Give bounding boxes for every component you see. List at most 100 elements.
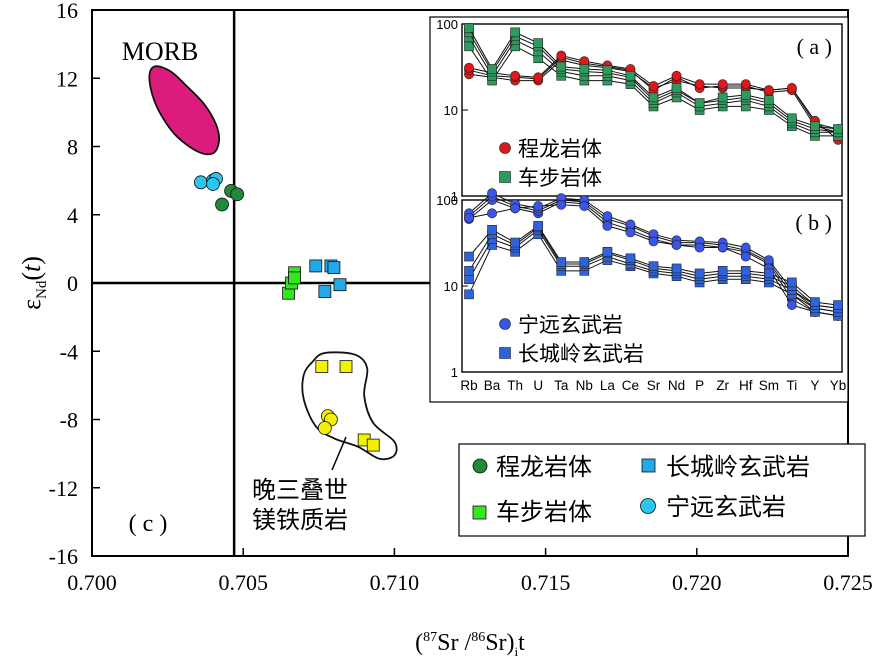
inset-data-point — [786, 83, 797, 93]
inset-data-point — [764, 95, 774, 106]
inset-data-point — [787, 113, 797, 124]
inset-data-point — [556, 199, 567, 210]
morb-label: MORB — [122, 37, 199, 66]
late-triassic-label-line2: 镁铁质岩 — [252, 506, 348, 534]
inset-x-tick-label: U — [533, 378, 543, 393]
y-tick-label: 8 — [67, 135, 78, 160]
legend-label-chebu: 车步岩体 — [496, 498, 592, 526]
inset-x-tick-label: Zr — [716, 378, 729, 393]
legend-marker-ningyuan — [640, 498, 656, 514]
inset-y-tick-label: 100 — [436, 193, 458, 208]
inset-panel-label: ( a ) — [797, 34, 832, 59]
inset-legend-marker — [499, 171, 511, 183]
inset-x-tick-label: La — [600, 378, 616, 393]
inset-data-point — [464, 274, 474, 284]
x-tick-label: 0.705 — [218, 570, 268, 595]
y-tick-label: -12 — [49, 476, 78, 501]
inset-x-tick-label: Ti — [787, 378, 798, 393]
inset-data-point — [694, 242, 705, 253]
inset-data-point — [763, 85, 774, 96]
inset-x-tick-label: Yb — [830, 378, 847, 393]
inset-data-point — [717, 242, 728, 253]
inset-data-point — [533, 221, 543, 231]
inset-data-point — [602, 246, 613, 257]
inset-x-tick-label: Ce — [622, 378, 639, 393]
data-point-square — [366, 438, 380, 452]
legend-marker-chebu — [472, 505, 487, 520]
inset-data-point — [671, 263, 682, 274]
data-point-circle — [317, 421, 332, 435]
y-tick-label: -8 — [60, 408, 78, 433]
x-tick-label: 0.700 — [67, 570, 117, 595]
late-triassic-field — [301, 351, 398, 461]
inset-data-point — [487, 64, 497, 74]
data-point-circle — [206, 177, 220, 191]
morb-field — [148, 65, 221, 156]
inset-data-point — [602, 211, 613, 221]
inset-y-tick-label: 10 — [444, 279, 458, 294]
inset-data-point — [464, 212, 474, 223]
inset-data-point — [579, 201, 590, 211]
inset-data-point — [533, 72, 544, 83]
inset-data-point — [625, 227, 636, 238]
inset-x-tick-label: Nb — [576, 378, 593, 393]
inset-data-point — [810, 121, 820, 131]
x-axis-label: (87Sr /86Sr)it — [415, 630, 525, 659]
inset-data-point — [556, 50, 567, 61]
inset-data-point — [648, 81, 659, 91]
inset-x-tick-label: Ta — [554, 378, 569, 393]
inset-plot-frame — [461, 199, 843, 373]
inset-data-point — [625, 253, 636, 264]
inset-data-point — [625, 70, 636, 81]
inset-data-point — [510, 203, 521, 214]
x-tick-label: 0.720 — [672, 570, 722, 595]
inset-data-point — [464, 62, 474, 73]
inset-x-tick-label: Sm — [759, 378, 779, 393]
legend-marker-chenglong — [472, 458, 488, 474]
inset-data-point — [579, 257, 590, 267]
inset-data-point — [763, 255, 774, 266]
inset-data-point — [510, 70, 521, 81]
data-point-circle — [215, 197, 229, 212]
inset-data-point — [579, 64, 590, 74]
inset-y-tick-label: 10 — [444, 103, 458, 118]
inset-data-point — [533, 38, 543, 48]
inset-data-point — [717, 92, 728, 103]
inset-data-point — [487, 225, 497, 235]
y-tick-label: 0 — [67, 271, 78, 296]
inset-data-point — [671, 70, 682, 81]
data-point-circle — [230, 187, 245, 202]
inset-x-tick-label: Y — [810, 378, 819, 393]
inset-data-point — [764, 268, 774, 279]
late-triassic-label-line1: 晚三叠世 — [252, 476, 348, 504]
data-point-square — [333, 278, 347, 292]
x-tick-label: 0.710 — [370, 570, 420, 595]
inset-data-point — [533, 201, 544, 211]
inset-data-point — [464, 251, 474, 262]
inset-x-tick-label: Rb — [460, 378, 477, 393]
y-tick-label: -16 — [49, 544, 78, 569]
inset-legend-marker — [499, 318, 511, 330]
inset-data-point — [833, 124, 843, 134]
data-point-square — [315, 360, 329, 374]
inset-y-tick-label: 100 — [436, 17, 458, 32]
inset-legend-marker — [499, 142, 511, 154]
legend-box — [458, 443, 866, 537]
inset-panel-label: ( b ) — [795, 210, 832, 235]
x-tick-label: 0.715 — [521, 570, 571, 595]
inset-data-point — [648, 261, 659, 271]
inset-x-tick-label: P — [695, 378, 704, 393]
inset-data-point — [810, 297, 820, 307]
inset-data-point — [833, 300, 843, 310]
data-point-square — [309, 259, 323, 273]
inset-legend-label: 宁远玄武岩 — [518, 313, 623, 337]
data-point-square — [339, 360, 353, 374]
inset-data-point — [694, 98, 705, 108]
data-point-square — [288, 271, 302, 285]
y-tick-label: -4 — [60, 339, 78, 364]
data-point-square — [327, 261, 341, 275]
data-point-circle — [193, 175, 208, 190]
